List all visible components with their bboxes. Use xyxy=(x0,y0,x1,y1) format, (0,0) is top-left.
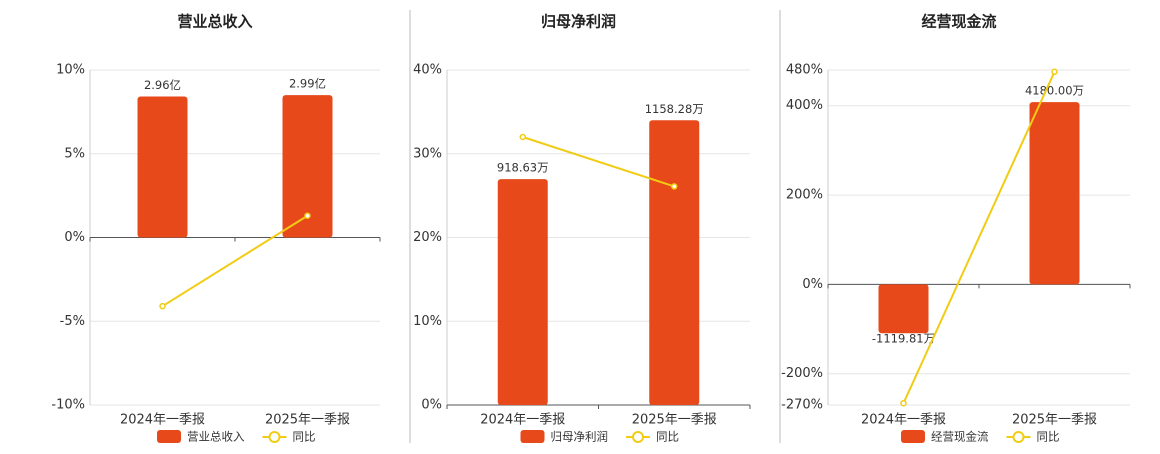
chart-title: 归母净利润 xyxy=(541,13,616,31)
line-point xyxy=(159,302,166,310)
bar xyxy=(497,179,548,405)
line-point xyxy=(1051,68,1058,76)
chart-title: 经营现金流 xyxy=(921,13,996,31)
line-point xyxy=(304,212,311,219)
legend-label: 同比 xyxy=(656,430,679,444)
x-tick-label: 2025年一季报 xyxy=(1012,413,1097,428)
y-tick-label: 0% xyxy=(802,277,823,292)
legend-label: 同比 xyxy=(1037,430,1060,444)
legend-marker xyxy=(1012,431,1025,443)
value-label: 2.96亿 xyxy=(144,78,181,92)
y-tick-label: 20% xyxy=(413,230,442,245)
legend-marker xyxy=(268,431,281,443)
value-label: 2.99亿 xyxy=(289,77,326,91)
legend-label: 营业总收入 xyxy=(187,430,245,444)
value-label: 4180.00万 xyxy=(1025,84,1084,98)
y-tick-label: 200% xyxy=(786,188,823,203)
bar xyxy=(137,96,188,238)
value-label: 918.63万 xyxy=(497,161,549,175)
legend-swatch xyxy=(901,430,925,443)
value-label: -1119.81万 xyxy=(872,332,935,346)
x-tick-label: 2024年一季报 xyxy=(480,413,565,428)
line xyxy=(522,136,675,188)
line xyxy=(902,71,1056,404)
y-tick-label: -200% xyxy=(781,366,823,381)
legend-swatch xyxy=(520,430,545,443)
y-tick-label: 10% xyxy=(56,63,85,78)
bar xyxy=(282,95,333,238)
line-point xyxy=(519,133,526,141)
y-tick-label: 30% xyxy=(413,146,442,161)
x-tick-label: 2024年一季报 xyxy=(120,413,205,428)
legend-label: 归母净利润 xyxy=(551,430,609,444)
line-point xyxy=(671,183,678,190)
y-tick-label: 0% xyxy=(64,230,85,245)
bar xyxy=(878,284,929,334)
value-label: 1158.28万 xyxy=(645,102,704,116)
line xyxy=(161,214,309,308)
y-tick-label: 10% xyxy=(413,314,442,329)
y-tick-label: -5% xyxy=(60,314,85,329)
bar xyxy=(1029,102,1080,285)
y-tick-label: 40% xyxy=(413,63,442,78)
y-tick-label: -270% xyxy=(781,398,823,413)
chart-title: 营业总收入 xyxy=(177,13,252,31)
x-tick-label: 2025年一季报 xyxy=(265,413,350,428)
y-tick-label: 0% xyxy=(421,398,442,413)
line-point xyxy=(900,399,907,407)
y-tick-label: -10% xyxy=(51,398,85,413)
legend-label: 同比 xyxy=(293,430,316,444)
legend-swatch xyxy=(157,430,181,443)
bar xyxy=(649,120,700,405)
y-tick-label: 480% xyxy=(786,63,823,78)
legend-label: 经营现金流 xyxy=(931,430,989,444)
y-tick-label: 5% xyxy=(64,146,85,161)
x-tick-label: 2025年一季报 xyxy=(632,413,717,428)
y-tick-label: 400% xyxy=(786,98,823,113)
legend-marker xyxy=(632,431,644,443)
x-tick-label: 2024年一季报 xyxy=(861,413,946,428)
